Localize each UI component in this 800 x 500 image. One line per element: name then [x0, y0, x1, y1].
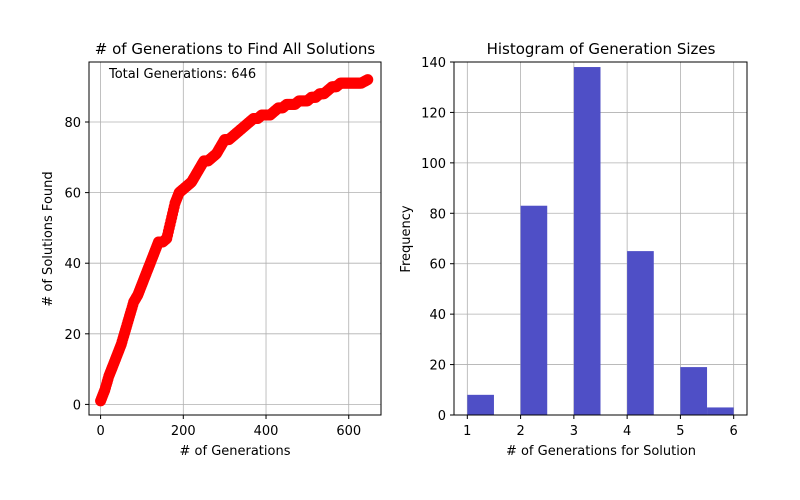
scatter-plot-frame [88, 61, 382, 416]
histogram-bars [467, 67, 734, 416]
scatter-x-tick-label: 400 [254, 424, 279, 439]
histogram-bar [707, 407, 734, 415]
scatter-y-axis-label: # of Solutions Found [41, 171, 56, 306]
scatter-y-tick-label: 80 [64, 116, 81, 131]
total-generations-annotation: Total Generations: 646 [108, 67, 256, 82]
scatter-grid [89, 62, 381, 415]
solutions-scatter-chart: # of Generations to Find All Solutions 0… [41, 40, 382, 459]
histogram-y-tick-label: 120 [421, 106, 446, 121]
histogram-y-tick-label: 0 [438, 409, 446, 424]
histogram-bar [520, 205, 548, 415]
histogram-y-tick-label: 20 [429, 359, 446, 374]
histogram-x-axis-label: # of Generations for Solution [506, 444, 696, 459]
scatter-y-tick-label: 0 [73, 398, 81, 413]
histogram-x-tick-label: 6 [730, 424, 738, 439]
histogram-y-tick-label: 40 [429, 308, 446, 323]
histogram-bar [680, 367, 708, 415]
histogram-x-tick-label: 5 [676, 424, 684, 439]
scatter-x-axis-label: # of Generations [180, 444, 291, 459]
scatter-point [362, 74, 374, 86]
scatter-points [95, 74, 374, 407]
scatter-ticks: 0 200 400 600 0 20 40 60 80 [64, 116, 361, 439]
histogram-x-tick-label: 3 [570, 424, 578, 439]
histogram-x-tick-label: 2 [516, 424, 524, 439]
scatter-x-tick-label: 200 [171, 424, 196, 439]
scatter-y-tick-label: 40 [64, 257, 81, 272]
histogram-x-tick-label: 4 [623, 424, 631, 439]
histogram-bar [467, 394, 494, 415]
histogram-y-axis-label: Frequency [399, 205, 414, 272]
scatter-chart-title: # of Generations to Find All Solutions [95, 40, 376, 58]
generation-histogram: Histogram of Generation Sizes 1 2 3 4 5 60204… [399, 40, 748, 459]
scatter-y-tick-label: 20 [64, 328, 81, 343]
histogram-y-tick-label: 100 [421, 157, 446, 172]
scatter-x-tick-label: 600 [336, 424, 361, 439]
histogram-y-tick-label: 60 [429, 258, 446, 273]
histogram-title: Histogram of Generation Sizes [487, 40, 716, 58]
histogram-bar [627, 251, 654, 415]
histogram-bar [573, 67, 601, 416]
histogram-plot-frame [453, 61, 748, 416]
scatter-y-tick-label: 60 [64, 187, 81, 202]
histogram-x-tick-label: 1 [463, 424, 471, 439]
scatter-x-tick-label: 0 [96, 424, 104, 439]
histogram-y-tick-label: 140 [421, 56, 446, 71]
histogram-y-tick-label: 80 [429, 207, 446, 222]
